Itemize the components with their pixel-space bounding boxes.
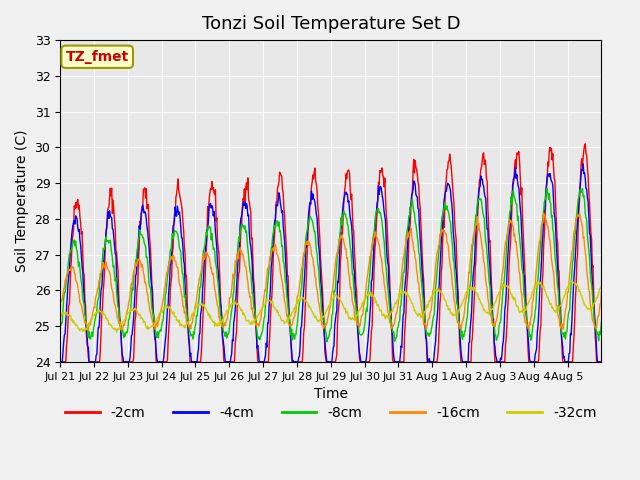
Legend: -2cm, -4cm, -8cm, -16cm, -32cm: -2cm, -4cm, -8cm, -16cm, -32cm xyxy=(60,400,602,426)
Title: Tonzi Soil Temperature Set D: Tonzi Soil Temperature Set D xyxy=(202,15,460,33)
X-axis label: Time: Time xyxy=(314,387,348,401)
Text: TZ_fmet: TZ_fmet xyxy=(65,50,129,64)
Y-axis label: Soil Temperature (C): Soil Temperature (C) xyxy=(15,130,29,272)
